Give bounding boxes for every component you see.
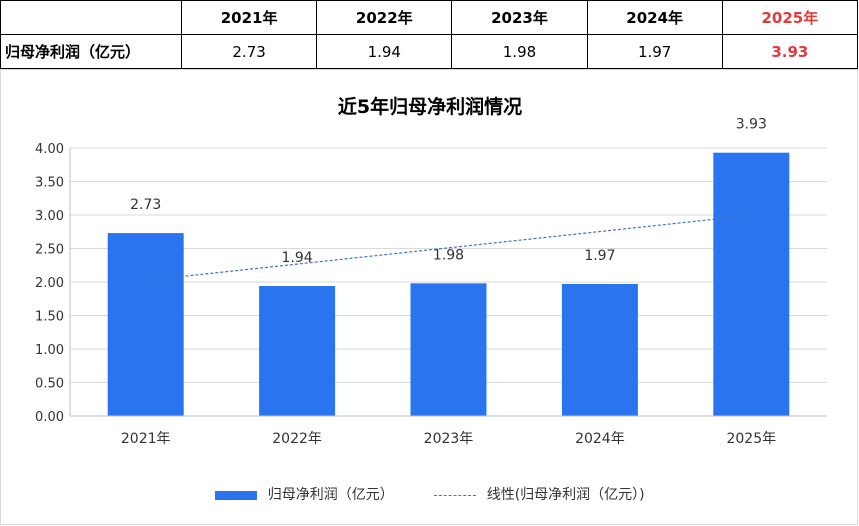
value-cell-2021: 2.73 [180,34,318,69]
y-tick-label: 3.50 [35,176,64,191]
y-tick-label: 2.50 [35,243,64,258]
trendline [145,214,752,281]
value-cell-2025: 3.93 [721,34,859,69]
data-label: 1.97 [584,248,615,264]
table-row: 归母净利润（亿元） 2.73 1.94 1.98 1.97 3.93 [0,34,859,69]
y-tick-label: 0.50 [35,377,64,392]
x-tick-label: 2021年 [121,431,171,447]
legend-trendline-swatch [434,494,477,496]
year-header-2023: 2023年 [451,0,588,35]
x-tick-label: 2022年 [272,431,322,447]
row-label: 归母净利润（亿元） [0,34,182,69]
legend-item-trendline: 线性(归母净利润（亿元）) [434,484,645,504]
y-tick-label: 1.00 [35,343,64,358]
x-tick-label: 2025年 [726,431,776,447]
chart-svg: 0.00 0.50 1.00 1.50 2.00 2.50 3.00 3.50 4.00 2021… [35,117,827,447]
value-cell-2024: 1.97 [586,34,723,69]
table-corner-cell [0,0,182,35]
table-header-row: 2021年 2022年 2023年 2024年 2025年 [0,0,859,35]
bar-3 [410,283,487,416]
year-header-2025: 2025年 [721,0,859,35]
value-cell-2022: 1.94 [316,34,453,69]
bar-5 [713,152,790,416]
year-header-2021: 2021年 [180,0,318,35]
bar-2 [259,286,336,416]
data-table: 2021年 2022年 2023年 2024年 2025年 归母净利润（亿元） … [0,0,859,69]
data-label: 1.98 [433,247,464,263]
year-header-2022: 2022年 [316,0,453,35]
y-tick-label: 1.50 [35,310,64,325]
y-tick-label: 0.00 [35,410,64,425]
legend: 归母净利润（亿元） 线性(归母净利润（亿元）) [1,484,859,504]
legend-item-bars: 归母净利润（亿元） [215,484,394,504]
bar-1 [107,233,184,416]
y-tick-label: 2.00 [35,276,64,291]
data-label: 1.94 [282,250,313,266]
value-cell-2023: 1.98 [451,34,588,69]
data-label: 3.93 [736,117,767,133]
legend-bar-label: 归母净利润（亿元） [267,487,394,503]
legend-trendline-label: 线性(归母净利润（亿元）) [486,487,645,503]
legend-bar-swatch [215,490,258,500]
year-header-2024: 2024年 [586,0,723,35]
bar-4 [561,284,638,416]
x-tick-label: 2023年 [424,431,474,447]
chart-panel: 近5年归母净利润情况 0.00 0.50 1.00 1.50 2.00 2.50 3.00 3… [0,69,858,525]
x-tick-label: 2024年 [575,431,625,447]
y-tick-label: 3.00 [35,209,64,224]
chart-title: 近5年归母净利润情况 [337,96,523,118]
y-tick-label: 4.00 [35,142,64,157]
data-label: 2.73 [130,197,161,213]
